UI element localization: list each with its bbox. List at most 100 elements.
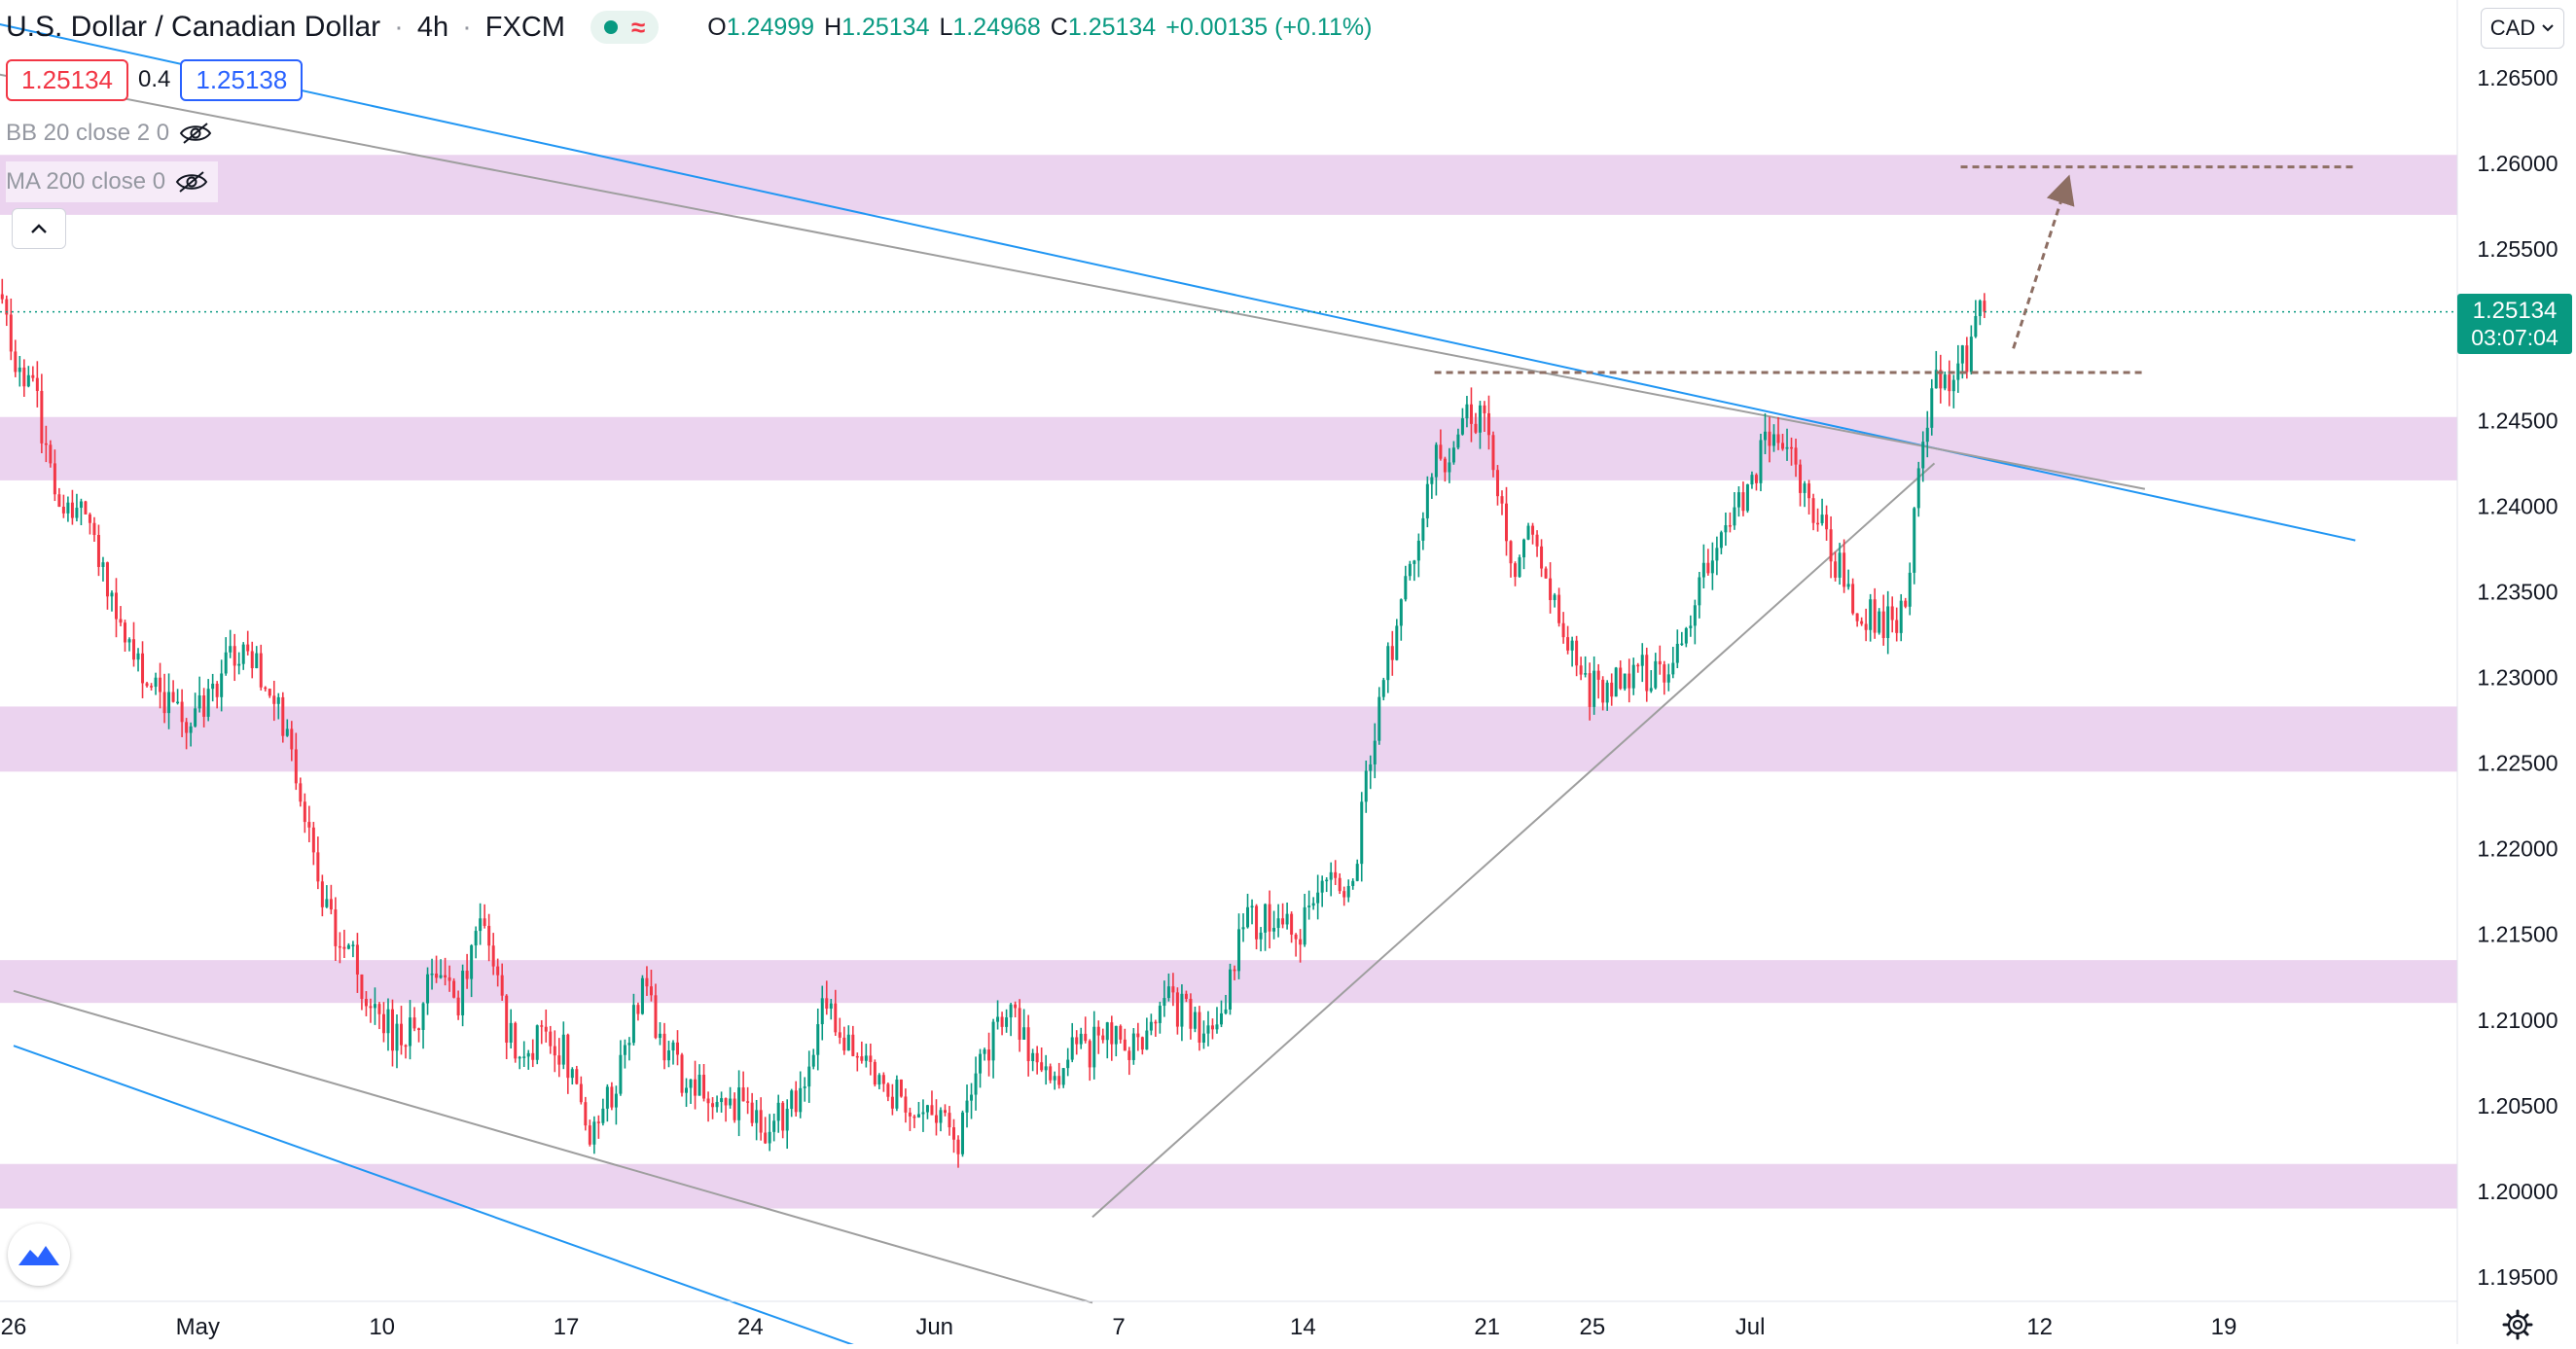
candle-up[interactable] xyxy=(325,899,329,907)
candle-down[interactable] xyxy=(781,1102,785,1131)
candle-down[interactable] xyxy=(1075,1037,1079,1045)
candle-up[interactable] xyxy=(1750,475,1754,485)
symbol-title[interactable]: U.S. Dollar / Canadian Dollar xyxy=(6,11,381,43)
candle-down[interactable] xyxy=(1505,503,1509,542)
candle-down[interactable] xyxy=(1531,525,1535,535)
candle-up[interactable] xyxy=(351,944,355,946)
candle-up[interactable] xyxy=(1241,927,1245,930)
candle-up[interactable] xyxy=(1022,1027,1026,1040)
candle-up[interactable] xyxy=(1303,906,1306,945)
candle-down[interactable] xyxy=(899,1079,903,1097)
candle-up[interactable] xyxy=(1724,525,1728,533)
candle-up[interactable] xyxy=(110,592,114,597)
candle-up[interactable] xyxy=(79,501,83,509)
candle-up[interactable] xyxy=(996,1016,1000,1022)
candle-down[interactable] xyxy=(1175,992,1179,1027)
candle-down[interactable] xyxy=(1645,655,1649,692)
price-axis[interactable]: 1.265001.260001.255001.250001.245001.240… xyxy=(2477,65,2558,1290)
candle-up[interactable] xyxy=(1956,363,1960,380)
candle-up[interactable] xyxy=(1224,1009,1228,1013)
candle-down[interactable] xyxy=(377,1004,381,1014)
candle-up[interactable] xyxy=(1908,572,1912,607)
candle-up[interactable] xyxy=(877,1075,881,1085)
candle-up[interactable] xyxy=(1838,552,1842,578)
candle-down[interactable] xyxy=(1184,993,1188,999)
candle-down[interactable] xyxy=(1636,664,1640,667)
candle-down[interactable] xyxy=(1171,986,1175,993)
candle-up[interactable] xyxy=(1009,1004,1013,1018)
candle-down[interactable] xyxy=(1768,431,1771,446)
candle-down[interactable] xyxy=(662,1033,666,1061)
candle-up[interactable] xyxy=(1114,1025,1118,1045)
candle-up[interactable] xyxy=(1623,673,1627,690)
candle-down[interactable] xyxy=(342,946,346,949)
candle-down[interactable] xyxy=(1728,525,1732,527)
candle-down[interactable] xyxy=(290,728,294,750)
candle-down[interactable] xyxy=(694,1079,698,1096)
candle-up[interactable] xyxy=(1316,892,1320,904)
candle-down[interactable] xyxy=(1127,1050,1131,1060)
candle-up[interactable] xyxy=(619,1054,623,1094)
candle-down[interactable] xyxy=(281,696,285,736)
candle-down[interactable] xyxy=(1040,1062,1044,1071)
candle-up[interactable] xyxy=(1430,477,1434,484)
candle-down[interactable] xyxy=(1895,620,1899,633)
candle-down[interactable] xyxy=(531,1052,535,1060)
candle-down[interactable] xyxy=(711,1103,715,1108)
candle-down[interactable] xyxy=(338,945,341,948)
candle-down[interactable] xyxy=(886,1083,890,1097)
candle-up[interactable] xyxy=(1079,1033,1083,1045)
sr-zone[interactable] xyxy=(0,416,2457,480)
candle-up[interactable] xyxy=(689,1079,693,1088)
candle-down[interactable] xyxy=(588,1125,591,1145)
candle-up[interactable] xyxy=(276,696,280,704)
candle-down[interactable] xyxy=(268,689,271,696)
candle-up[interactable] xyxy=(1759,440,1763,483)
candle-up[interactable] xyxy=(1553,594,1556,600)
candle-down[interactable] xyxy=(444,975,447,977)
candle-down[interactable] xyxy=(483,918,486,926)
candle-up[interactable] xyxy=(671,1042,675,1051)
candle-up[interactable] xyxy=(1733,507,1736,526)
candle-up[interactable] xyxy=(1654,660,1658,689)
candle-down[interactable] xyxy=(259,653,263,688)
candle-down[interactable] xyxy=(1338,877,1342,892)
candle-up[interactable] xyxy=(1061,1068,1065,1085)
candle-down[interactable] xyxy=(1057,1076,1061,1085)
candle-down[interactable] xyxy=(1119,1025,1123,1040)
candle-down[interactable] xyxy=(956,1139,960,1154)
candle-up[interactable] xyxy=(1680,643,1684,646)
candle-down[interactable] xyxy=(22,367,26,387)
candle-down[interactable] xyxy=(84,501,88,515)
candle-up[interactable] xyxy=(1360,801,1364,865)
candle-down[interactable] xyxy=(1628,673,1631,689)
candle-down[interactable] xyxy=(1579,665,1583,675)
candle-up[interactable] xyxy=(666,1050,670,1061)
candle-up[interactable] xyxy=(1346,885,1350,898)
candle-up[interactable] xyxy=(965,1100,969,1113)
market-status-pill[interactable]: ≈ xyxy=(590,11,660,44)
candle-up[interactable] xyxy=(1518,557,1521,578)
candle-down[interactable] xyxy=(1799,464,1803,493)
candle-down[interactable] xyxy=(105,562,109,597)
candle-down[interactable] xyxy=(88,514,91,523)
candle-down[interactable] xyxy=(733,1098,736,1120)
candle-down[interactable] xyxy=(49,444,53,464)
candle-up[interactable] xyxy=(1053,1076,1056,1081)
candle-down[interactable] xyxy=(1469,404,1473,424)
candle-up[interactable] xyxy=(526,1052,530,1057)
candle-down[interactable] xyxy=(1834,561,1838,578)
candle-up[interactable] xyxy=(720,1098,724,1103)
candle-down[interactable] xyxy=(1658,660,1662,665)
candle-up[interactable] xyxy=(386,1009,390,1034)
candle-up[interactable] xyxy=(522,1056,526,1058)
candle-up[interactable] xyxy=(685,1087,689,1093)
candle-down[interactable] xyxy=(246,644,250,652)
candle-up[interactable] xyxy=(421,1003,425,1030)
candle-down[interactable] xyxy=(842,1037,846,1051)
candle-down[interactable] xyxy=(934,1115,938,1123)
candle-down[interactable] xyxy=(610,1086,614,1108)
trendline-blue[interactable] xyxy=(0,0,2356,542)
candle-up[interactable] xyxy=(1921,442,1925,469)
